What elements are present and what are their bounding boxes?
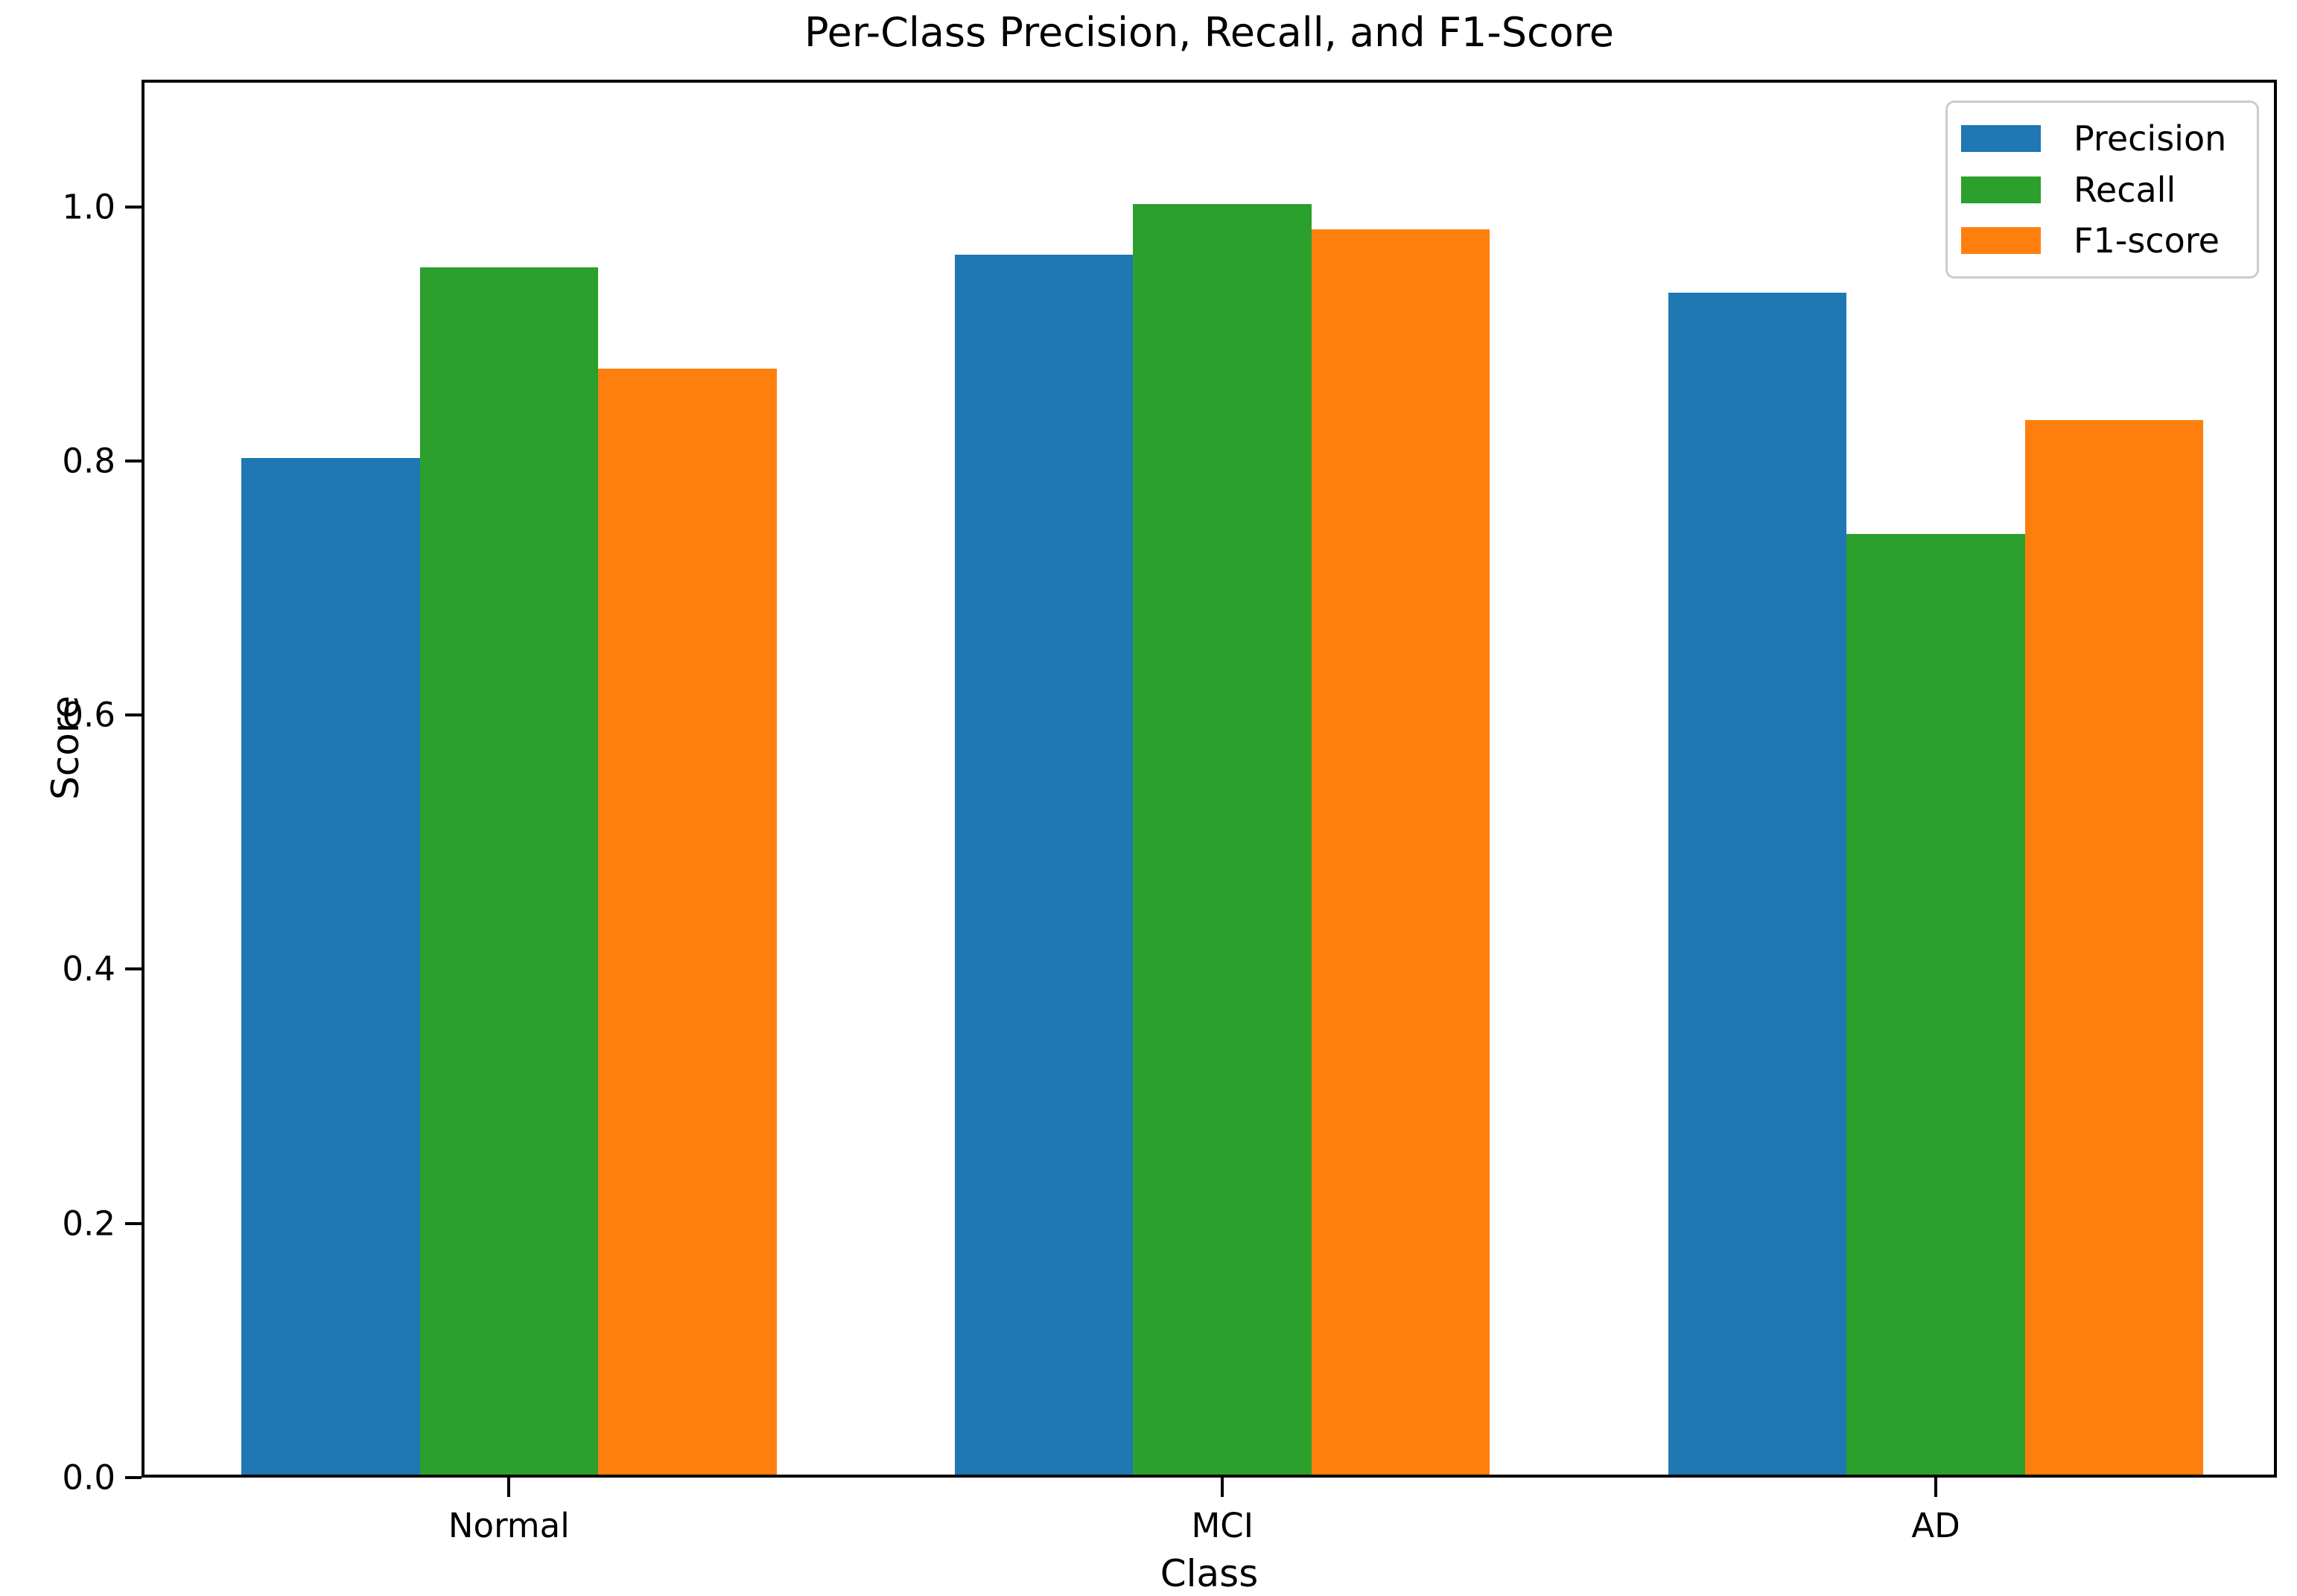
bar-ad-f1-score xyxy=(2024,419,2204,1475)
bar-normal-precision xyxy=(241,457,420,1475)
bar-mci-precision xyxy=(955,254,1134,1475)
y-tick-mark xyxy=(125,967,142,971)
y-tick-label: 0.0 xyxy=(62,1457,115,1498)
legend-item-recall: Recall xyxy=(1961,165,2243,214)
x-tick-label-normal: Normal xyxy=(448,1506,570,1545)
y-tick-label: 0.6 xyxy=(62,695,115,735)
legend-item-precision: Precision xyxy=(1961,114,2243,163)
bar-ad-recall xyxy=(1846,534,2025,1475)
x-tick-mark xyxy=(1221,1478,1224,1497)
bar-ad-precision xyxy=(1668,293,1847,1475)
x-axis-label: Class xyxy=(1160,1552,1259,1595)
x-tick-label-mci: MCI xyxy=(1191,1506,1254,1545)
chart-title: Per-Class Precision, Recall, and F1-Scor… xyxy=(804,9,1614,56)
legend-swatch-recall xyxy=(1961,176,2041,203)
bar-mci-f1-score xyxy=(1311,229,1490,1475)
bar-normal-recall xyxy=(419,267,599,1475)
legend-label: Precision xyxy=(2074,118,2227,159)
legend-swatch-f1-score xyxy=(1961,227,2041,254)
x-tick-mark xyxy=(507,1478,511,1497)
y-tick-mark xyxy=(125,1221,142,1225)
y-tick-label: 0.8 xyxy=(62,441,115,481)
legend-label: Recall xyxy=(2074,169,2176,210)
y-tick-mark xyxy=(125,1476,142,1479)
legend-item-f1-score: F1-score xyxy=(1961,216,2243,265)
y-tick-label: 0.2 xyxy=(62,1204,115,1244)
y-tick-label: 1.0 xyxy=(62,187,115,227)
legend-swatch-precision xyxy=(1961,125,2041,152)
y-tick-mark xyxy=(125,713,142,717)
y-tick-mark xyxy=(125,459,142,462)
x-tick-label-ad: AD xyxy=(1911,1506,1960,1545)
x-tick-mark xyxy=(1934,1478,1938,1497)
y-tick-label: 0.4 xyxy=(62,949,115,989)
bar-mci-recall xyxy=(1133,203,1312,1475)
y-tick-mark xyxy=(125,205,142,209)
plot-area: Precision Recall F1-score xyxy=(142,80,2277,1478)
legend: Precision Recall F1-score xyxy=(1945,101,2259,279)
bar-normal-f1-score xyxy=(598,369,777,1475)
legend-label: F1-score xyxy=(2074,220,2220,261)
